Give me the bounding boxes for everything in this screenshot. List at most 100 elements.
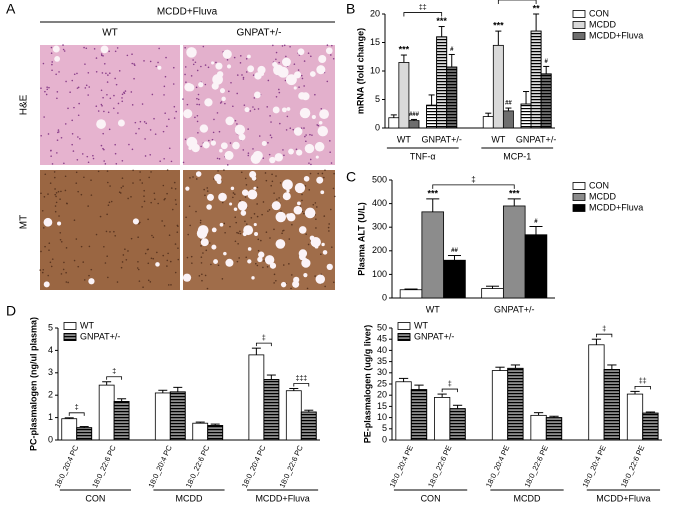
nucleus [150, 171, 152, 173]
nucleus [143, 121, 146, 123]
nucleus [78, 102, 80, 105]
nucleus [272, 44, 274, 47]
nucleus [80, 245, 83, 248]
nucleus [108, 128, 111, 131]
nucleus [173, 105, 176, 108]
nucleus [211, 138, 214, 141]
nucleus [206, 190, 209, 192]
nucleus [232, 192, 235, 194]
nucleus [320, 107, 323, 110]
nucleus [131, 62, 134, 65]
nucleus [186, 103, 189, 106]
nucleus [55, 73, 57, 76]
nucleus [279, 122, 281, 125]
nucleus [79, 137, 81, 140]
nucleus [83, 176, 85, 179]
nucleus [244, 177, 247, 180]
nucleus [65, 202, 68, 205]
nucleus [239, 232, 242, 235]
nucleus [278, 197, 280, 199]
nucleus [77, 136, 79, 138]
nucleus [200, 245, 202, 247]
nucleus [173, 117, 176, 119]
nucleus [118, 191, 121, 194]
nucleus [253, 213, 256, 215]
nucleus [102, 96, 104, 99]
nucleus [62, 44, 64, 46]
nucleus [88, 274, 90, 277]
vacuole [247, 54, 251, 59]
nucleus [186, 256, 189, 259]
nucleus [198, 103, 201, 106]
nucleus [114, 50, 117, 53]
nucleus [163, 94, 165, 96]
nucleus [323, 176, 325, 179]
nucleus [301, 193, 303, 196]
nucleus [127, 250, 129, 252]
nucleus [245, 57, 248, 60]
nucleus [303, 85, 305, 87]
nucleus [113, 94, 115, 97]
nucleus [131, 104, 134, 106]
vacuole [286, 107, 291, 111]
nucleus [155, 65, 158, 68]
nucleus [109, 97, 112, 100]
nucleus [76, 87, 79, 89]
nucleus [256, 203, 258, 205]
vacuole [318, 55, 327, 64]
y-tick-label: 35 [377, 356, 387, 366]
y-tick-label: 200 [372, 245, 387, 255]
nucleus [60, 240, 63, 243]
nucleus [275, 95, 278, 98]
nucleus [130, 91, 133, 93]
significance: # [534, 219, 538, 225]
panel-label: D [6, 303, 16, 319]
nucleus [216, 112, 219, 114]
legend-swatch [63, 322, 77, 330]
nucleus [310, 55, 312, 58]
vacuole [298, 253, 306, 261]
vacuole [282, 192, 291, 201]
nucleus [137, 260, 139, 263]
nucleus [166, 192, 168, 195]
x-tick-label: GNPAT+/- [421, 134, 461, 144]
nucleus [82, 261, 85, 263]
nucleus [115, 162, 118, 165]
nucleus [218, 130, 221, 133]
nucleus [88, 245, 91, 248]
nucleus [162, 130, 165, 133]
legend-swatch [572, 204, 586, 212]
nucleus [118, 70, 121, 72]
nucleus [182, 161, 185, 164]
vacuole [304, 207, 316, 219]
x-tick-label: 18:0_22:6 PC [184, 443, 212, 489]
vacuole [157, 65, 162, 70]
bar [399, 289, 423, 299]
nucleus [63, 261, 65, 264]
vacuole [299, 107, 311, 119]
vacuole [288, 148, 294, 155]
vacuole [280, 281, 287, 288]
nucleus [196, 103, 198, 106]
nucleus [154, 133, 157, 135]
nucleus [266, 106, 269, 108]
nucleus [317, 172, 319, 175]
nucleus [232, 105, 234, 108]
nucleus [166, 125, 168, 128]
x-tick-label: 18:0_20:4 PC [240, 443, 268, 489]
nucleus [276, 198, 278, 201]
vacuole [298, 226, 307, 234]
nucleus [107, 74, 109, 76]
nucleus [164, 75, 167, 78]
nucleus [308, 189, 311, 191]
nucleus [333, 172, 335, 175]
nucleus [90, 194, 93, 196]
nucleus [236, 260, 239, 263]
vacuole [206, 204, 212, 210]
micrograph [40, 45, 180, 165]
vacuole [303, 175, 310, 182]
nucleus [163, 225, 166, 227]
legend-swatch [397, 322, 411, 330]
nucleus [75, 182, 78, 184]
nucleus [100, 144, 103, 147]
